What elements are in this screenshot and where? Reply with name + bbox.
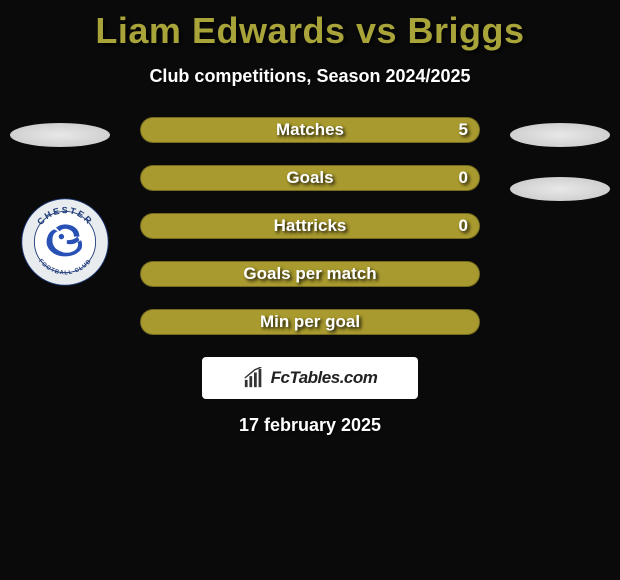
date-label: 17 february 2025 bbox=[0, 415, 620, 436]
subtitle: Club competitions, Season 2024/2025 bbox=[0, 66, 620, 87]
left-slot-placeholder bbox=[10, 123, 110, 147]
stat-label: Goals per match bbox=[243, 264, 376, 284]
comparison-card: Liam Edwards vs Briggs Club competitions… bbox=[0, 0, 620, 580]
logo-text: FcTables.com bbox=[271, 368, 378, 388]
stat-row: Min per goal bbox=[140, 309, 480, 335]
stat-row: Matches 5 bbox=[140, 117, 480, 143]
chart-icon bbox=[243, 367, 265, 389]
stat-row: Goals per match bbox=[140, 261, 480, 287]
right-slot-placeholder-1 bbox=[510, 123, 610, 147]
page-title: Liam Edwards vs Briggs bbox=[0, 0, 620, 52]
stat-label: Min per goal bbox=[260, 312, 360, 332]
stat-label: Matches bbox=[276, 120, 344, 140]
source-logo: FcTables.com bbox=[202, 357, 418, 399]
stat-label: Goals bbox=[286, 168, 333, 188]
stat-value: 5 bbox=[459, 120, 468, 140]
stats-area: CHESTER FOOTBALL CLUB Matches5Goals0Hatt… bbox=[0, 117, 620, 335]
stat-value: 0 bbox=[459, 216, 468, 236]
stat-value: 0 bbox=[459, 168, 468, 188]
stat-label: Hattricks bbox=[274, 216, 347, 236]
stat-row: Hattricks 0 bbox=[140, 213, 480, 239]
right-slot-placeholder-2 bbox=[510, 177, 610, 201]
club-crest: CHESTER FOOTBALL CLUB bbox=[20, 197, 110, 287]
stat-row: Goals 0 bbox=[140, 165, 480, 191]
